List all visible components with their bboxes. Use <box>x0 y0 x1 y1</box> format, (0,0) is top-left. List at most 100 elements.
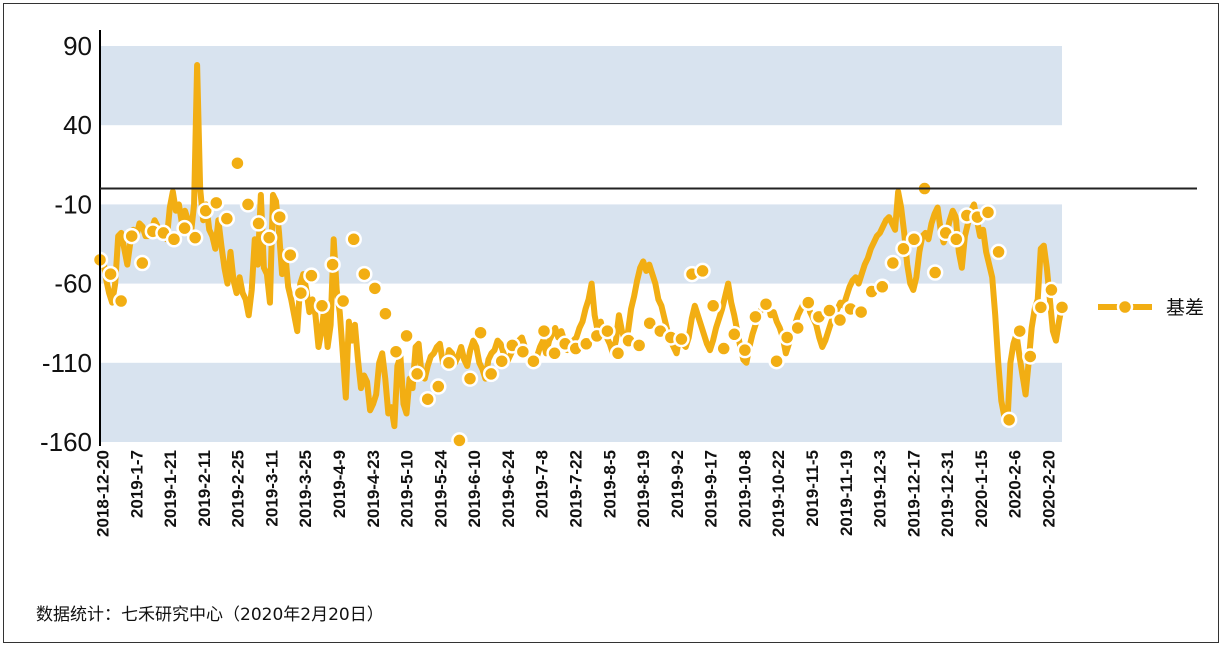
data-point <box>282 246 299 264</box>
x-tick-label: 2020-2-20 <box>1039 450 1058 528</box>
data-point <box>609 345 627 362</box>
y-tick-label: 90 <box>63 31 92 61</box>
data-point <box>979 204 997 221</box>
x-tick-label: 2019-9-17 <box>702 450 721 528</box>
data-point <box>673 330 690 348</box>
data-point <box>715 340 732 357</box>
data-point <box>905 230 923 248</box>
data-point <box>186 229 204 246</box>
data-point <box>778 329 796 346</box>
data-point <box>387 343 405 360</box>
data-point <box>630 337 648 354</box>
grid-band <box>100 362 1062 442</box>
data-point <box>578 335 595 353</box>
data-point <box>303 267 320 284</box>
data-point <box>482 365 500 383</box>
x-tick-label: 2019-5-24 <box>431 449 450 527</box>
data-point <box>313 297 331 315</box>
x-tick-label: 2019-8-19 <box>634 450 653 528</box>
data-point <box>239 196 257 213</box>
data-point <box>1032 299 1050 316</box>
data-point <box>821 302 838 319</box>
data-point <box>134 254 151 272</box>
x-tick-label: 2019-2-25 <box>229 450 248 528</box>
data-point <box>334 292 352 310</box>
x-tick-labels: 2018-12-20 2019-1-7 2019-1-21 2019-2-11 2019… <box>93 449 1058 537</box>
y-tick-label: -60 <box>54 269 92 299</box>
data-point <box>926 264 944 281</box>
data-point <box>123 227 140 245</box>
data-point <box>884 254 902 272</box>
data-point <box>451 432 468 449</box>
data-point <box>747 308 764 326</box>
data-point <box>176 219 193 237</box>
source-footnote: 数据统计：七禾研究中心（2020年2月20日） <box>36 605 384 625</box>
data-point <box>736 341 754 359</box>
legend-label: 基差 <box>1166 297 1204 319</box>
data-point <box>377 305 394 322</box>
x-tick-label: 2019-11-19 <box>837 450 856 536</box>
x-tick-label: 2019-3-25 <box>296 450 315 528</box>
x-tick-label: 2019-7-8 <box>533 450 552 518</box>
data-point <box>800 294 817 311</box>
data-point <box>419 390 436 408</box>
x-tick-label: 2020-1-15 <box>972 450 991 528</box>
data-point <box>789 319 806 337</box>
data-point <box>165 230 183 248</box>
x-tick-label: 2019-7-22 <box>566 450 585 528</box>
data-point <box>1000 411 1018 429</box>
data-point <box>757 295 775 313</box>
x-tick-label: 2019-10-8 <box>735 450 754 528</box>
x-tick-label: 2019-12-31 <box>938 450 957 537</box>
y-tick-label: -10 <box>54 189 92 219</box>
y-tick-label: -110 <box>42 348 92 378</box>
data-point <box>726 326 743 343</box>
x-tick-label: 2018-12-20 <box>93 450 112 537</box>
series-markers <box>91 154 1071 449</box>
data-point <box>324 256 341 273</box>
data-point <box>472 324 489 341</box>
data-point <box>112 292 130 310</box>
series-line <box>97 62 1065 430</box>
x-tick-label: 2019-1-21 <box>161 450 180 528</box>
data-point <box>1022 348 1039 365</box>
data-point <box>599 322 616 340</box>
x-tick-label: 2019-12-3 <box>871 450 890 528</box>
data-point <box>218 210 236 227</box>
data-point <box>1043 281 1060 299</box>
y-tick-labels: 90 40 -10 -60 -110 -160 <box>40 31 92 457</box>
series-basis <box>97 62 1065 430</box>
data-point <box>514 343 532 360</box>
data-point <box>694 262 711 280</box>
data-point <box>535 322 553 340</box>
data-point <box>271 208 288 226</box>
data-point <box>292 284 310 302</box>
data-point <box>641 314 658 332</box>
x-tick-label: 2019-2-11 <box>195 450 214 527</box>
data-point <box>430 378 447 395</box>
x-tick-label: 2019-9-2 <box>668 450 687 518</box>
y-tick-label: -160 <box>40 427 92 457</box>
data-point <box>831 311 849 329</box>
x-tick-label: 2019-12-17 <box>904 450 923 537</box>
x-tick-label: 2019-6-24 <box>499 449 518 527</box>
data-point <box>208 194 225 212</box>
data-point <box>525 352 542 370</box>
data-point <box>260 229 278 246</box>
data-point <box>874 278 891 296</box>
data-point <box>948 230 965 248</box>
data-point <box>852 303 870 321</box>
data-point <box>461 370 479 387</box>
x-tick-label: 2019-1-7 <box>127 450 146 518</box>
x-tick-label: 2019-6-10 <box>465 450 484 528</box>
data-point <box>345 230 362 248</box>
axes <box>99 30 1197 446</box>
x-tick-label: 2019-10-22 <box>769 450 788 537</box>
data-point <box>895 240 912 258</box>
data-point <box>229 154 246 172</box>
legend: 基差 <box>1098 297 1204 319</box>
x-tick-label: 2019-5-10 <box>398 450 417 528</box>
x-tick-label: 2019-8-5 <box>600 450 619 518</box>
data-point <box>366 280 384 297</box>
